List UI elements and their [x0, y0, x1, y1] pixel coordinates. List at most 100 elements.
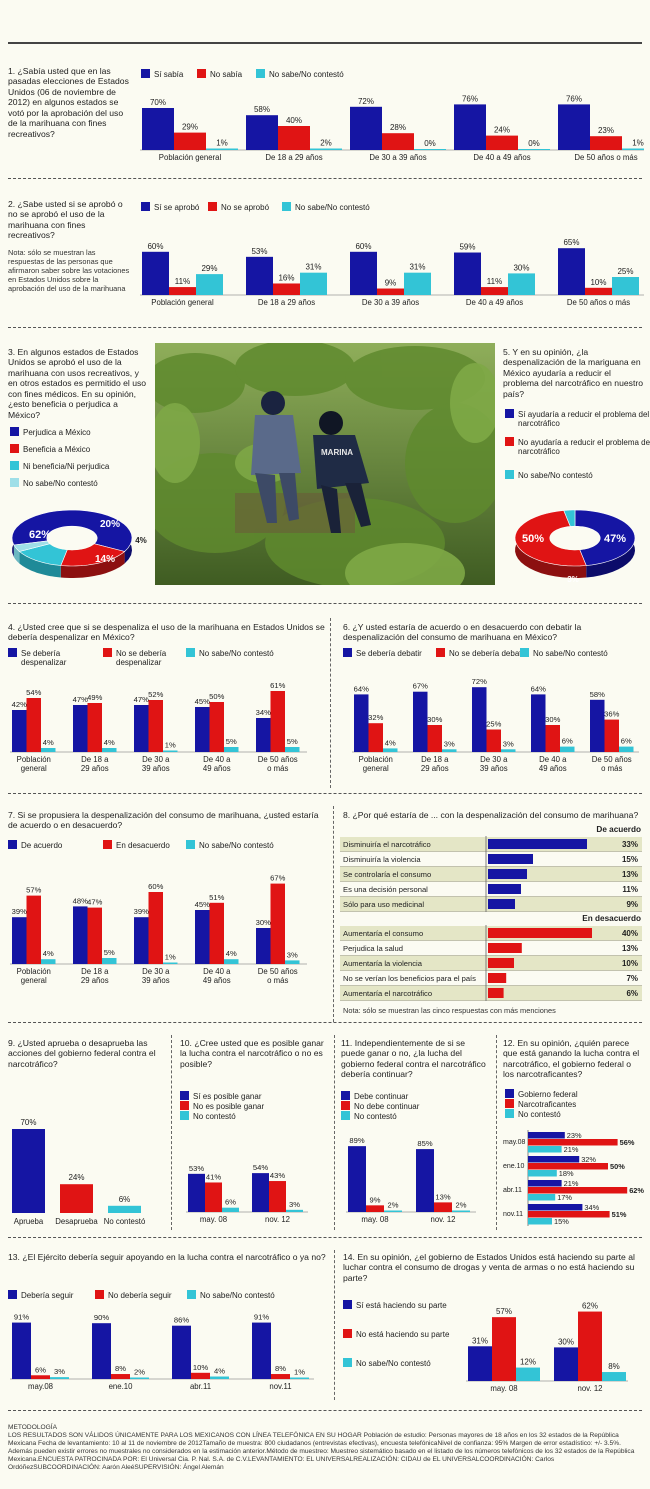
q2-title: 2. ¿Sabe usted si se aprobó o no se apro…: [8, 199, 123, 241]
bar-q13-1-2: [130, 1377, 149, 1379]
q7-legend-2: En desacuerdo: [103, 840, 170, 850]
data-label: 64%: [354, 684, 369, 693]
data-label: 70%: [20, 1118, 36, 1127]
data-label: 24%: [68, 1173, 84, 1182]
bar-q7-0-2: [41, 959, 56, 964]
bar-q1-2-2: [414, 149, 446, 150]
data-label: 5%: [104, 948, 115, 957]
bar-q11-0-2: [384, 1210, 402, 1212]
methodology: METODOLOGÍA LOS RESULTADOS SON VÁLIDOS Ú…: [8, 1424, 642, 1471]
data-label: 15%: [622, 855, 638, 864]
category-label: De 30 a: [142, 967, 170, 976]
bar-q14-1-0: [554, 1347, 578, 1381]
bar-q14-0-0: [468, 1346, 492, 1381]
category-label: nov. 12: [265, 1215, 290, 1224]
data-label: 47%: [73, 695, 88, 704]
category-label: Se controlaría el consumo: [343, 870, 431, 879]
q1-legend-2: No sabía: [197, 69, 242, 79]
data-label: 59%: [459, 243, 475, 252]
bar-q7-1-2: [102, 958, 117, 964]
category-label: may.08: [28, 1382, 53, 1391]
bar-q4-2-0: [134, 705, 149, 752]
data-label: 76%: [462, 94, 478, 103]
bar-q8a-3: [488, 884, 521, 894]
data-label: 16%: [278, 273, 294, 282]
bar-q1-1-1: [278, 126, 310, 150]
data-label: 9%: [370, 1195, 381, 1204]
category-label: may.08: [503, 1139, 526, 1146]
category-label: De 50 años: [258, 967, 298, 976]
q12-title: 12. En su opinión, ¿quién parece que est…: [503, 1038, 640, 1080]
category-label: Población: [17, 755, 51, 764]
data-label: 48%: [73, 896, 88, 905]
data-label: 15%: [554, 1217, 569, 1226]
data-label: 53%: [189, 1164, 204, 1173]
bar-q4-3-1: [209, 702, 224, 752]
data-label: 60%: [148, 882, 163, 891]
q3-title: 3. En algunos estados de Estados Unidos …: [8, 347, 147, 420]
q6-legend-1: Se debería debatir: [343, 648, 436, 658]
data-label: 0%: [424, 139, 436, 148]
bar-q6-3-0: [531, 694, 546, 752]
data-label: 4%: [43, 738, 54, 747]
category-label: Sólo para uso medicinal: [343, 900, 424, 909]
bar-q8b-1: [488, 943, 522, 953]
q7-legend-3: No sabe/No contestó: [186, 840, 274, 850]
data-label: 34%: [256, 708, 271, 717]
vertical-separator: [330, 618, 331, 788]
bar-q1-4-1: [590, 136, 622, 150]
q9-title: 9. ¿Usted aprueba o desaprueba las accio…: [8, 1038, 156, 1069]
q1-chart: 70% 29% 1% Población general 58% 40% 2% De 18 a…: [140, 94, 644, 162]
q14-chart: 31% 57% 12% may. 08 30% 62% 8% nov. 12: [466, 1302, 628, 1393]
bar-q8b-2: [488, 958, 514, 968]
q10-legend-3: No contestó: [180, 1111, 236, 1121]
bar-q11-1-2: [452, 1210, 470, 1212]
bar-q1-3-0: [454, 104, 486, 150]
data-label: 14%: [95, 554, 115, 565]
data-label: 42%: [12, 700, 27, 709]
data-label: 24%: [494, 126, 510, 135]
data-label: 64%: [531, 684, 546, 693]
bar-q1-2-1: [382, 133, 414, 150]
bar-q1-0-2: [206, 148, 238, 150]
category-label: nov.11: [269, 1382, 291, 1391]
data-label: 1%: [216, 139, 228, 148]
bar-q7-4-1: [270, 883, 285, 964]
bar-q7-0-0: [12, 917, 27, 964]
data-label: 62%: [629, 1186, 644, 1195]
data-label: 90%: [94, 1313, 109, 1322]
q6-legend-2: No se debería debatir: [436, 648, 529, 658]
bar-q1-0-0: [142, 108, 174, 150]
bar-q9-2: [108, 1205, 141, 1213]
data-label: 4%: [214, 1367, 225, 1376]
bar-q11-0-0: [348, 1146, 366, 1212]
data-label: 39%: [12, 907, 27, 916]
data-label: 58%: [254, 105, 270, 114]
photo-vest-label: MARINA: [321, 448, 353, 457]
q8-head-agree: De acuerdo: [596, 825, 641, 834]
bar-q7-0-1: [26, 895, 41, 964]
bar-q2-3-0: [454, 252, 481, 295]
bar-q1-4-2: [622, 148, 644, 150]
data-label: 72%: [472, 677, 487, 686]
data-label: 8%: [275, 1364, 286, 1373]
q8-title: 8. ¿Por qué estaría de ... con la despen…: [343, 810, 639, 820]
q1-legend-3: No sabe/No contestó: [256, 69, 344, 79]
data-label: 13%: [622, 870, 638, 879]
data-label: 45%: [195, 900, 210, 909]
bar-q10-0-1: [205, 1182, 222, 1212]
bar-q6-2-1: [486, 729, 501, 752]
bar-q2-3-2: [508, 273, 535, 295]
data-label: 2%: [134, 1368, 145, 1377]
bar-q6-4-1: [604, 719, 619, 752]
data-label: 47%: [134, 695, 149, 704]
bar-q4-3-0: [195, 707, 210, 752]
data-label: 7%: [626, 974, 638, 983]
data-label: 2%: [388, 1201, 399, 1210]
data-label: 50%: [522, 533, 544, 545]
category-label: 39 años: [142, 764, 170, 773]
category-label: De 18 a 29 años: [265, 153, 322, 162]
data-label: 1%: [165, 953, 176, 962]
